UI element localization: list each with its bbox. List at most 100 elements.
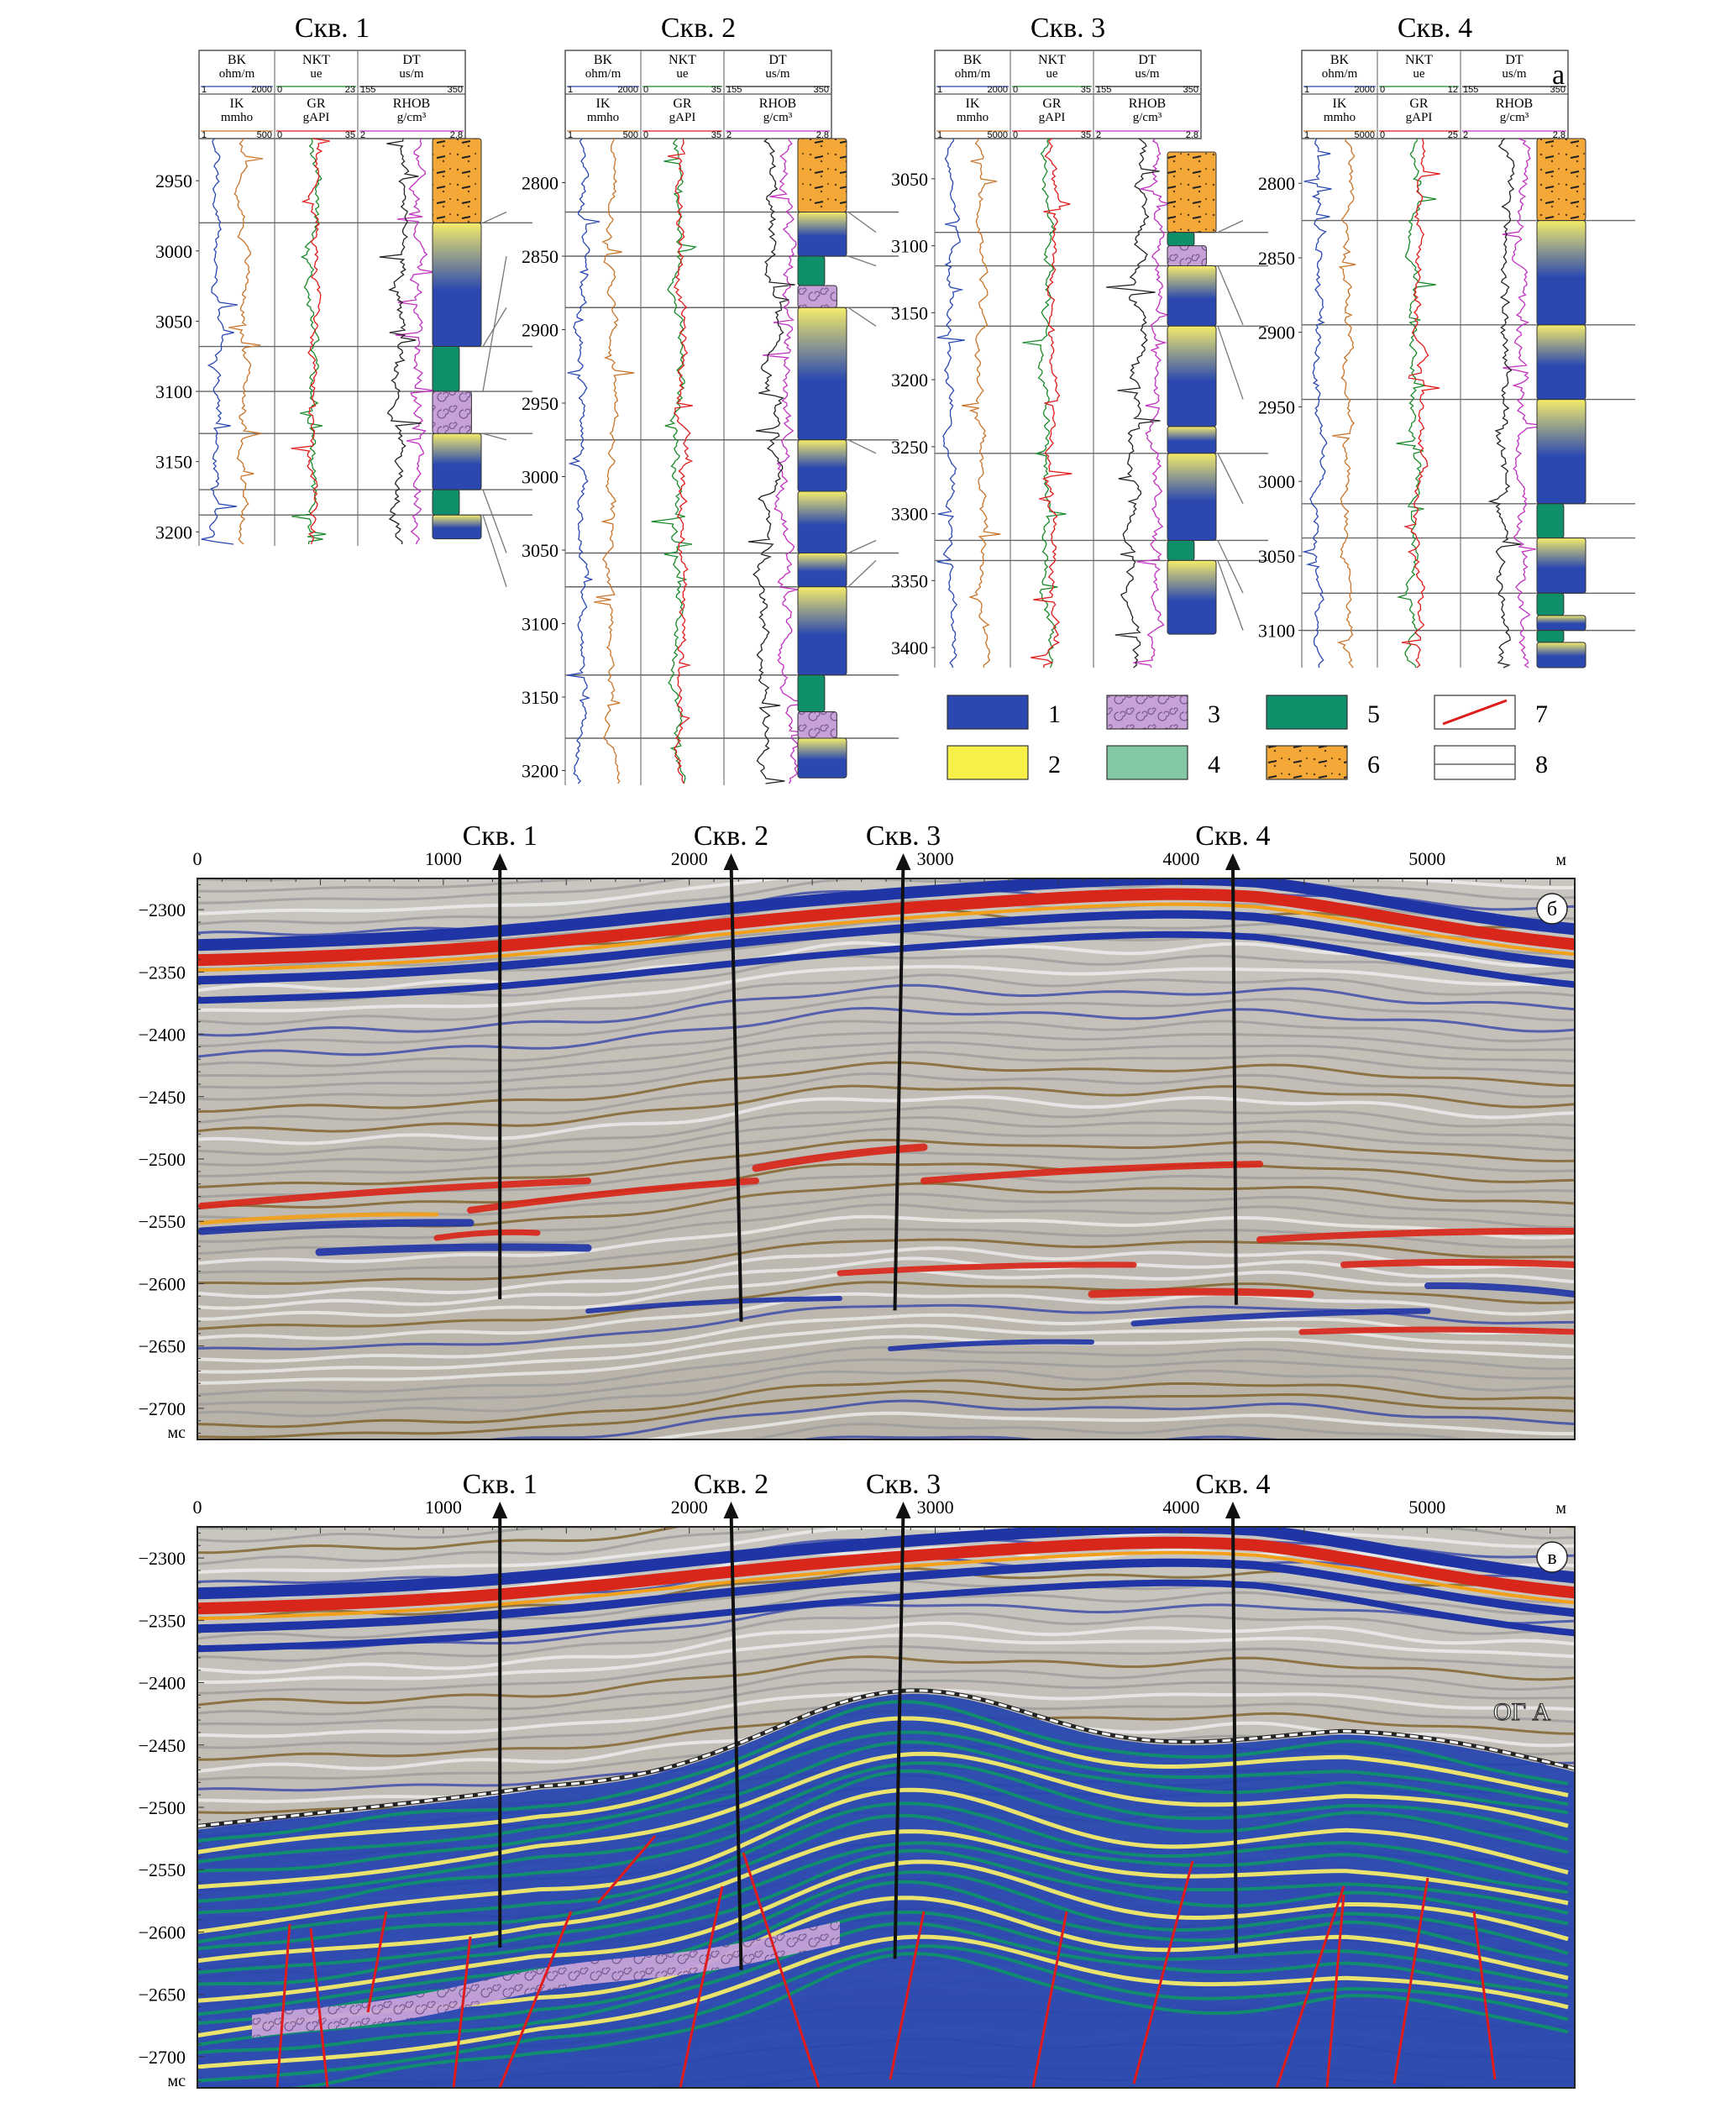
header-name: DT [402, 53, 421, 67]
lithology-green [797, 674, 826, 712]
x-tick-label: 5000 [1408, 1497, 1445, 1518]
panel-label-circle [1536, 1541, 1568, 1573]
x-tick-label: 4000 [1162, 848, 1199, 869]
fault-line [498, 1911, 573, 2088]
log-curve [1332, 138, 1356, 669]
lithology-spiral [1167, 245, 1207, 267]
scale-lo: 0 [1380, 85, 1385, 95]
fault-line [309, 1927, 329, 2088]
header-unit: gAPI [1039, 111, 1066, 124]
depth-tick-label: 3000 [1258, 471, 1295, 492]
lithology-sand [797, 138, 847, 212]
panel-label: в [1547, 1547, 1556, 1569]
scale-hi: 12 [1448, 85, 1458, 95]
fault-line [1392, 1877, 1429, 2084]
y-tick-label: −2550 [139, 1859, 186, 1880]
scale-lo: 0 [1380, 130, 1385, 140]
lithology-grad [1536, 324, 1587, 401]
depth-tick-label: 2950 [155, 170, 192, 191]
depth-tick-label: 3000 [522, 467, 559, 488]
x-tick-label: 3000 [917, 1497, 954, 1518]
lithology-spiral [797, 711, 837, 739]
header-name: NKT [1405, 53, 1433, 67]
legend-swatch [947, 695, 1029, 730]
y-tick-label: −2400 [139, 1025, 186, 1046]
fault-line [1472, 1911, 1497, 2080]
header-unit: gAPI [669, 111, 696, 124]
x-tick-label: 1000 [425, 848, 462, 869]
lithology-sand [1536, 138, 1587, 222]
well-marker-3: Скв. 3 [866, 1469, 941, 1959]
depth-tick-label: 3250 [891, 437, 928, 458]
header-unit: mmho [1324, 111, 1356, 124]
header-unit: mmho [221, 111, 253, 124]
log-curve [228, 138, 264, 545]
well-marker-1: Скв. 1 [463, 1469, 538, 1948]
fault-line [1275, 1885, 1345, 2088]
lithology-grad [432, 514, 482, 540]
y-unit-label: мс [167, 1424, 186, 1442]
y-tick-label: −2700 [139, 1398, 186, 1419]
scale-lo: 0 [1013, 130, 1018, 140]
lithology-grad [1536, 537, 1587, 594]
header-unit: g/cm³ [1133, 111, 1162, 124]
well-label: Скв. 3 [866, 821, 941, 852]
log-curve [594, 138, 635, 784]
scale-hi: 35 [711, 130, 721, 140]
fault-line [889, 1911, 926, 2080]
legend-item-2: 2 [947, 745, 1061, 780]
header-name: GR [1409, 97, 1429, 111]
scale-hi: 2000 [618, 85, 638, 95]
well-title: Скв. 4 [1398, 13, 1472, 44]
header-name: RHOB [1129, 97, 1166, 111]
scale-hi: 35 [1081, 130, 1091, 140]
scale-hi: 350 [448, 85, 463, 95]
legend-swatch [1106, 695, 1188, 730]
log-curve [1031, 138, 1073, 669]
depth-tick-label: 2900 [522, 320, 559, 341]
header-name: RHOB [1496, 97, 1533, 111]
legend-number: 2 [1048, 751, 1061, 779]
legend-number: 4 [1208, 751, 1220, 779]
well-marker-2: Скв. 2 [694, 821, 768, 1322]
scale-lo: 2 [360, 130, 365, 140]
scale-hi: 5000 [1355, 130, 1375, 140]
well-marker-1: Скв. 1 [463, 821, 538, 1299]
y-tick-label: −2300 [139, 1548, 186, 1569]
log-curve [1396, 138, 1437, 669]
scale-hi: 2000 [988, 85, 1008, 95]
scale-lo: 2 [726, 130, 732, 140]
log-curve [667, 138, 694, 784]
depth-tick-label: 3400 [891, 637, 928, 658]
fault-line [275, 1923, 291, 2088]
well-arrow-icon [1225, 1502, 1240, 1518]
legend-swatch [1266, 745, 1348, 780]
lithology-grad [797, 553, 847, 588]
well-arrow-icon [492, 1502, 508, 1518]
depth-tick-label: 3050 [155, 311, 192, 332]
lithology-grad [1536, 220, 1587, 326]
scale-lo: 155 [726, 85, 742, 95]
scale-lo: 1 [568, 85, 573, 95]
lithology-grad [797, 586, 847, 676]
header-unit: ue [1413, 67, 1425, 81]
well-label: Скв. 2 [694, 1469, 768, 1500]
fault-line [742, 1852, 821, 2088]
depth-tick-label: 2850 [522, 246, 559, 267]
depth-tick-label: 2950 [522, 393, 559, 414]
lithology-grad [797, 439, 847, 492]
horizon-label-oga: ОГ А [1493, 1698, 1551, 1726]
lithology-green [1536, 592, 1565, 616]
y-tick-label: −2400 [139, 1673, 186, 1694]
header-unit: us/m [1135, 67, 1160, 81]
scale-hi: 2000 [1355, 85, 1375, 95]
lithology-green [1167, 232, 1195, 247]
y-tick-label: −2650 [139, 1985, 186, 2006]
scale-lo: 0 [643, 130, 648, 140]
well-arrow-icon [895, 1502, 911, 1518]
scale-hi: 25 [1448, 130, 1458, 140]
depth-tick-label: 3200 [155, 522, 192, 543]
